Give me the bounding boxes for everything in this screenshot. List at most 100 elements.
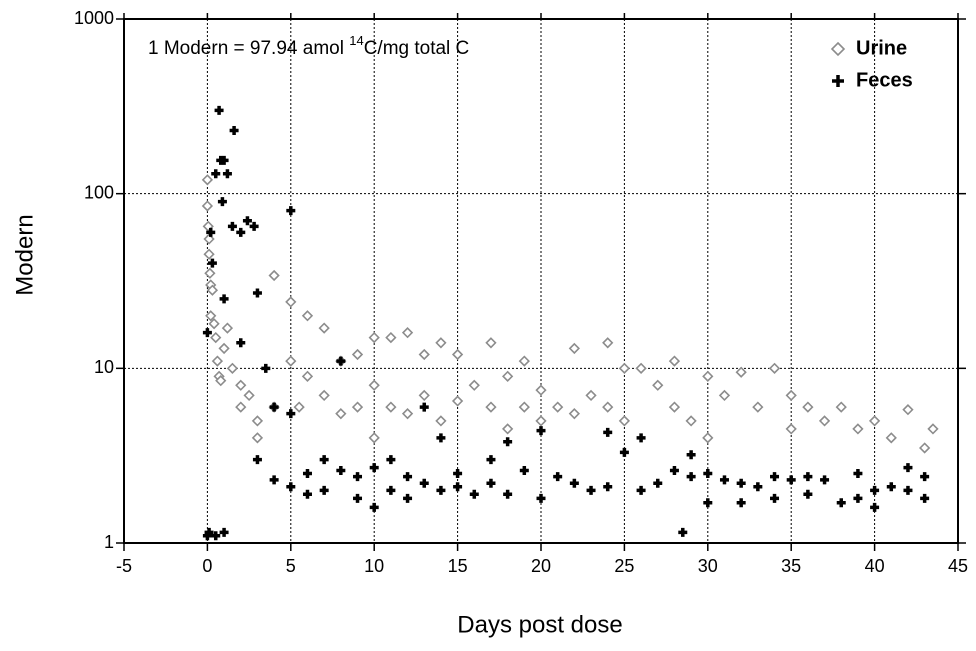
legend-label: Feces xyxy=(856,69,913,91)
urine-point xyxy=(885,432,897,444)
x-tick-label: 25 xyxy=(614,556,634,576)
feces-point xyxy=(669,466,679,476)
feces-point xyxy=(803,489,813,499)
urine-point xyxy=(685,415,697,427)
feces-point xyxy=(227,221,237,231)
urine-point xyxy=(293,401,305,413)
x-tick-label: 30 xyxy=(698,556,718,576)
feces-point xyxy=(453,468,463,478)
feces-point xyxy=(686,450,696,460)
feces-point xyxy=(453,482,463,492)
urine-point xyxy=(368,432,380,444)
urine-point xyxy=(251,432,264,444)
urine-point xyxy=(385,331,397,344)
urine-point xyxy=(268,269,280,282)
feces-point xyxy=(286,482,296,492)
feces-point xyxy=(736,478,746,488)
feces-point xyxy=(252,455,262,465)
feces-point xyxy=(536,426,546,436)
feces-point xyxy=(204,527,214,537)
urine-point xyxy=(485,401,497,413)
feces-point xyxy=(786,475,796,485)
feces-point xyxy=(903,485,913,495)
urine-point xyxy=(368,331,380,344)
feces-point xyxy=(870,485,880,495)
annotation-superscript: 14 xyxy=(349,33,363,48)
feces-point xyxy=(703,468,713,478)
urine-point xyxy=(215,375,227,387)
urine-point xyxy=(652,379,664,391)
urine-point xyxy=(205,310,217,322)
urine-point xyxy=(568,408,580,420)
feces-point xyxy=(269,475,279,485)
feces-point xyxy=(719,475,729,485)
feces-point xyxy=(319,485,329,495)
y-axis-title: Modern xyxy=(11,214,38,295)
urine-point xyxy=(418,348,430,361)
legend-marker xyxy=(830,41,846,57)
feces-point xyxy=(319,455,329,465)
feces-point xyxy=(770,472,780,482)
urine-point xyxy=(218,342,230,355)
x-tick-label: 35 xyxy=(781,556,801,576)
urine-point xyxy=(251,415,264,427)
feces-point xyxy=(286,409,296,419)
feces-point xyxy=(302,489,312,499)
feces-point xyxy=(386,485,396,495)
feces-point xyxy=(269,402,279,412)
feces-point xyxy=(519,466,529,476)
feces-point xyxy=(236,338,246,348)
y-tick-label: 1 xyxy=(104,532,114,552)
urine-point xyxy=(208,318,220,330)
feces-point xyxy=(211,531,221,541)
feces-point xyxy=(903,463,913,473)
feces-point xyxy=(302,468,312,478)
feces-point xyxy=(222,169,232,179)
feces-point xyxy=(206,227,216,237)
urine-point xyxy=(785,423,797,435)
feces-point xyxy=(211,169,221,179)
feces-point xyxy=(603,482,613,492)
urine-point xyxy=(468,379,480,391)
feces-point xyxy=(686,472,696,482)
urine-point xyxy=(385,401,397,413)
feces-point xyxy=(503,489,513,499)
urine-point xyxy=(210,331,222,344)
y-tick-label: 10 xyxy=(94,357,114,377)
x-tick-label: -5 xyxy=(116,556,132,576)
urine-point xyxy=(768,362,781,374)
feces-point xyxy=(236,227,246,237)
feces-point xyxy=(369,463,379,473)
urine-point xyxy=(285,296,297,308)
urine-point xyxy=(752,401,764,413)
urine-point xyxy=(243,389,255,402)
feces-point xyxy=(853,468,863,478)
urine-point xyxy=(535,384,547,396)
urine-point xyxy=(502,370,514,382)
feces-point xyxy=(770,493,780,503)
feces-point xyxy=(229,125,239,135)
x-tick-label: 15 xyxy=(448,556,468,576)
feces-point xyxy=(207,258,217,268)
feces-point xyxy=(219,155,229,165)
urine-point xyxy=(201,174,214,186)
urine-point xyxy=(351,401,364,413)
urine-point xyxy=(401,408,414,420)
feces-point xyxy=(469,489,479,499)
feces-point xyxy=(202,328,212,338)
x-tick-label: 40 xyxy=(865,556,885,576)
x-tick-label: 5 xyxy=(286,556,296,576)
feces-point xyxy=(653,478,663,488)
urine-point xyxy=(818,415,831,427)
urine-point xyxy=(235,379,247,391)
urine-point xyxy=(585,389,597,402)
urine-point xyxy=(668,355,681,367)
annotation: 1 Modern = 97.94 amol 14C/mg total C xyxy=(148,33,469,59)
plot-frame xyxy=(123,18,959,544)
x-tick-label: 0 xyxy=(202,556,212,576)
urine-point xyxy=(602,337,614,349)
urine-point xyxy=(502,423,514,435)
urine-point xyxy=(518,355,530,367)
feces-point xyxy=(569,478,579,488)
feces-point xyxy=(336,466,346,476)
